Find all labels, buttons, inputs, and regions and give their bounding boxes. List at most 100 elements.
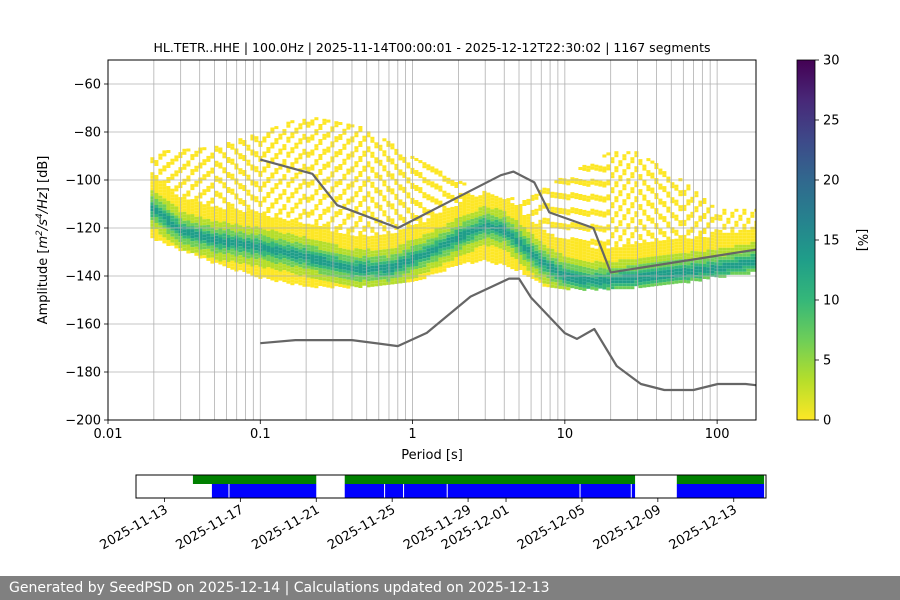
heatmap-cell: [386, 200, 391, 204]
heatmap-cell: [298, 225, 303, 229]
heatmap-cell: [250, 266, 255, 270]
heatmap-cell: [498, 251, 503, 255]
heatmap-cell: [246, 258, 251, 262]
heatmap-cell: [278, 241, 283, 245]
heatmap-cell: [702, 258, 707, 261]
heatmap-cell: [518, 204, 523, 207]
heatmap-cell: [322, 265, 327, 269]
date-tick-label: 2025-12-09: [591, 502, 664, 553]
heatmap-cell: [622, 283, 627, 287]
heatmap-cell: [170, 200, 175, 204]
heatmap-cell: [486, 225, 491, 229]
heatmap-cell: [150, 190, 155, 194]
heatmap-cell: [750, 241, 755, 245]
heatmap-cell: [582, 251, 587, 255]
heatmap-cell: [446, 207, 451, 211]
heatmap-cell: [310, 245, 315, 249]
heatmap-cell: [390, 221, 395, 225]
heatmap-cell: [602, 199, 607, 203]
heatmap-cell: [210, 236, 215, 240]
heatmap-cell: [214, 163, 219, 167]
heatmap-cell: [610, 253, 615, 257]
heatmap-cell: [330, 129, 335, 133]
heatmap-cell: [426, 263, 431, 267]
heatmap-cell: [450, 257, 455, 261]
heatmap-cell: [354, 281, 359, 285]
heatmap-cell: [210, 248, 215, 252]
heatmap-cell: [650, 280, 655, 284]
heatmap-cell: [518, 267, 523, 270]
heatmap-cell: [558, 252, 563, 256]
heatmap-cell: [746, 265, 751, 269]
heatmap-cell: [366, 179, 371, 183]
heatmap-cell: [642, 212, 647, 216]
heatmap-cell: [550, 263, 555, 267]
heatmap-cell: [326, 248, 331, 252]
heatmap-cell: [678, 268, 683, 272]
heatmap-cell: [450, 215, 455, 219]
heatmap-cell: [342, 239, 347, 243]
heatmap-cell: [198, 228, 203, 232]
heatmap-cell: [222, 233, 227, 237]
heatmap-cell: [338, 257, 343, 260]
heatmap-cell: [738, 229, 743, 233]
heatmap-cell: [154, 223, 159, 226]
heatmap-cell: [326, 263, 331, 267]
heatmap-cell: [638, 204, 643, 208]
heatmap-cell: [342, 221, 347, 225]
heatmap-cell: [506, 261, 511, 265]
heatmap-cell: [534, 247, 539, 251]
heatmap-cell: [302, 166, 307, 170]
heatmap-cell: [374, 235, 379, 239]
heatmap-cell: [326, 221, 331, 225]
heatmap-cell: [338, 239, 343, 242]
heatmap-cell: [418, 238, 423, 242]
heatmap-cell: [494, 216, 499, 220]
heatmap-cell: [214, 205, 219, 209]
heatmap-cell: [370, 169, 375, 173]
heatmap-cell: [478, 246, 483, 250]
heatmap-cell: [598, 264, 603, 268]
heatmap-cell: [686, 202, 691, 206]
heatmap-cell: [534, 238, 539, 242]
heatmap-cell: [538, 237, 543, 241]
heatmap-cell: [510, 266, 515, 270]
heatmap-cell: [350, 268, 355, 272]
heatmap-cell: [358, 282, 363, 285]
heatmap-cell: [322, 223, 327, 227]
heatmap-cell: [450, 227, 455, 231]
heatmap-cell: [474, 217, 479, 221]
heatmap-cell: [474, 247, 479, 251]
heatmap-cell: [662, 201, 667, 205]
heatmap-cell: [574, 259, 579, 263]
heatmap-cell: [590, 211, 595, 215]
y-tick-label: −140: [65, 270, 101, 285]
heatmap-cell: [442, 217, 447, 221]
heatmap-cell: [642, 209, 647, 213]
heatmap-cell: [430, 271, 435, 275]
heatmap-cell: [354, 254, 359, 258]
heatmap-cell: [658, 252, 663, 256]
heatmap-cell: [474, 229, 479, 233]
heatmap-cell: [666, 257, 671, 261]
heatmap-cell: [478, 231, 483, 235]
heatmap-cell: [554, 222, 559, 226]
heatmap-cell: [226, 229, 231, 232]
heatmap-cell: [346, 228, 351, 232]
heatmap-cell: [246, 249, 251, 253]
heatmap-cell: [598, 276, 603, 280]
heatmap-cell: [190, 154, 195, 158]
heatmap-cell: [458, 204, 463, 208]
heatmap-cell: [382, 252, 387, 256]
heatmap-cell: [462, 227, 467, 231]
heatmap-cell: [558, 192, 563, 196]
heatmap-cell: [578, 284, 583, 287]
heatmap-cell: [406, 180, 411, 184]
heatmap-cell: [274, 261, 279, 265]
heatmap-cell: [686, 232, 691, 236]
heatmap-cell: [206, 155, 211, 159]
heatmap-cell: [634, 256, 639, 260]
heatmap-cell: [162, 153, 167, 157]
heatmap-cell: [314, 237, 319, 241]
heatmap-cell: [214, 256, 219, 260]
